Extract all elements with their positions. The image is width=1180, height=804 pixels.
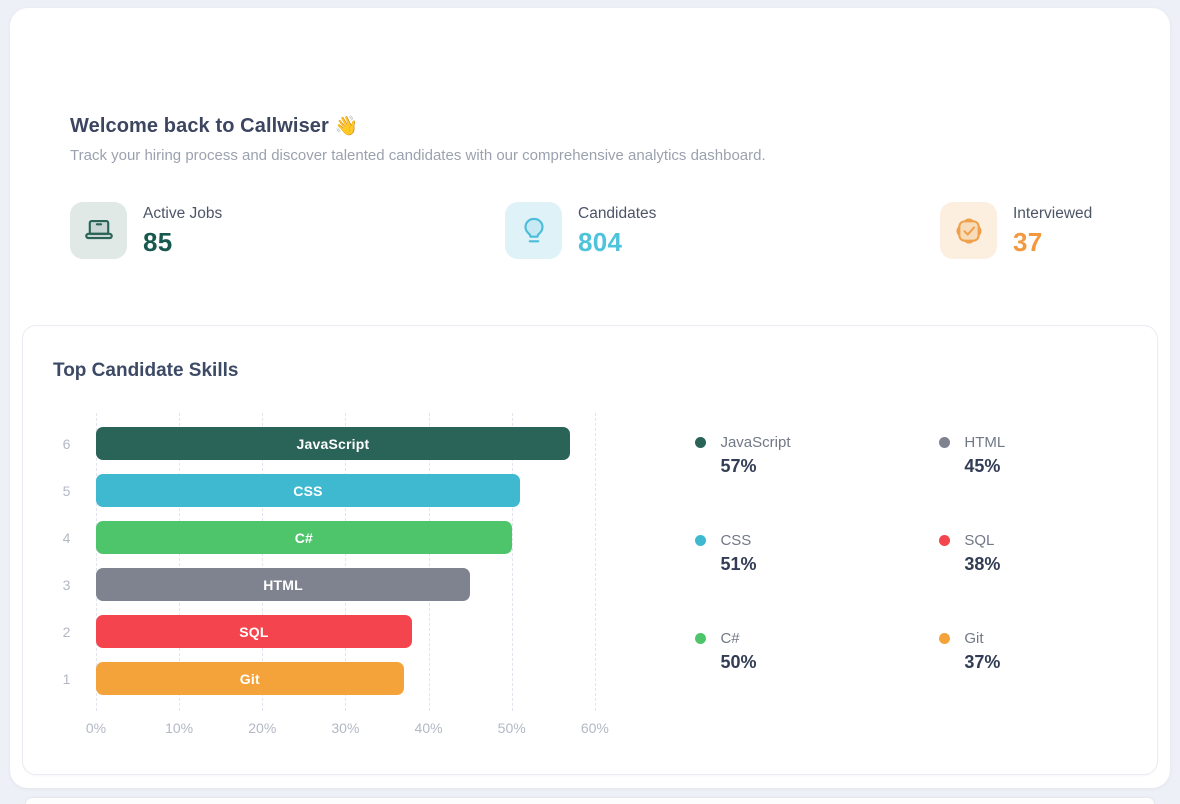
bar-row: 3 HTML [53, 561, 611, 608]
bar-track: CSS [96, 474, 611, 507]
y-axis-tick: 6 [62, 435, 71, 452]
bar-track: Git [96, 662, 611, 695]
legend-dot [695, 633, 707, 644]
legend-item-git[interactable]: Git 37% [939, 630, 1127, 673]
x-axis-tick: 10% [165, 720, 194, 736]
wave-emoji: 👋 [334, 116, 359, 137]
chart-title: Top Candidate Skills [53, 360, 239, 381]
stat-value: 85 [143, 227, 173, 257]
legend-value: 51% [720, 554, 757, 574]
bar-sql[interactable]: SQL [96, 615, 412, 648]
laptop-icon [70, 202, 127, 259]
legend-dot [939, 535, 951, 546]
legend-value: 57% [720, 456, 757, 476]
bar-chart: 6 JavaScript 5 CSS 4 C# 3 HTML 2 SQL 1 Git 0% 10% 20%… [53, 413, 1127, 738]
x-axis-tick: 20% [248, 720, 277, 736]
legend-name: C# [720, 630, 740, 647]
legend-value: 50% [720, 652, 757, 672]
gridline [96, 413, 97, 711]
y-axis-tick: 5 [62, 482, 71, 499]
legend-name: JavaScript [720, 434, 791, 451]
main-panel: Welcome back to Callwiser 👋 Track your h… [10, 8, 1170, 788]
bar-track: HTML [96, 568, 611, 601]
legend-dot [695, 535, 707, 546]
bar-javascript[interactable]: JavaScript [96, 427, 570, 460]
bar-row: 1 Git [53, 655, 611, 702]
x-axis-tick: 0% [85, 720, 107, 736]
legend-item-c#[interactable]: C# 50% [695, 630, 939, 673]
bar-label: Git [239, 670, 260, 687]
x-axis-tick: 50% [497, 720, 526, 736]
stat-label: Interviewed [1013, 205, 1093, 222]
gridline [511, 413, 513, 711]
bar-row: 5 CSS [53, 467, 611, 514]
stat-card-active-jobs[interactable]: Active Jobs 85 [70, 202, 240, 259]
legend-dot [939, 437, 951, 448]
bar-label: CSS [293, 482, 323, 499]
legend-item-css[interactable]: CSS 51% [695, 532, 939, 575]
legend-dot [695, 437, 707, 448]
bar-track: SQL [96, 615, 611, 648]
chart-legend: JavaScript 57% HTML 45% CSS 51% SQL 38% C# 50% Git… [611, 420, 1127, 738]
bar-html[interactable]: HTML [96, 568, 471, 601]
legend-name: CSS [720, 532, 752, 549]
stat-label: Candidates [578, 205, 657, 222]
legend-item-sql[interactable]: SQL 38% [939, 532, 1127, 575]
y-axis-tick: 2 [62, 623, 71, 640]
bar-row: 2 SQL [53, 608, 611, 655]
bar-track: JavaScript [96, 427, 611, 460]
y-axis-tick: 4 [62, 529, 71, 546]
y-axis-tick: 1 [62, 670, 71, 687]
top-candidate-skills-card: Top Candidate Skills 6 JavaScript 5 CSS 4 C# 3… [22, 325, 1158, 775]
legend-name: SQL [964, 532, 995, 549]
bar-label: SQL [239, 623, 269, 640]
bar-c#[interactable]: C# [96, 521, 512, 554]
stats-row: Active Jobs 85 Candidates 804 [70, 202, 1110, 259]
bar-track: C# [96, 521, 611, 554]
stat-value: 37 [1013, 227, 1043, 257]
next-card-peek [26, 798, 1154, 804]
stat-card-candidates[interactable]: Candidates 804 [505, 202, 675, 259]
legend-name: Git [964, 630, 984, 647]
gridline [428, 413, 430, 711]
badge-check-icon [940, 202, 997, 259]
chart-x-axis: 0% 10% 20% 30% 40% 50% 60% [86, 720, 611, 738]
legend-item-html[interactable]: HTML 45% [939, 434, 1127, 477]
legend-dot [939, 633, 951, 644]
gridline [262, 413, 264, 711]
y-axis-tick: 3 [62, 576, 71, 593]
page-title-text: Welcome back to Callwiser [70, 115, 329, 137]
chart-plot-area: 6 JavaScript 5 CSS 4 C# 3 HTML 2 SQL 1 Git 0% 10% 20%… [53, 413, 611, 738]
stat-value: 804 [578, 227, 623, 257]
x-axis-tick: 30% [331, 720, 360, 736]
x-axis-tick: 60% [580, 720, 609, 736]
gridline [594, 413, 596, 711]
lightbulb-icon [505, 202, 562, 259]
legend-value: 45% [964, 456, 1001, 476]
legend-name: HTML [964, 434, 1006, 451]
bar-row: 4 C# [53, 514, 611, 561]
bar-row: 6 JavaScript [53, 420, 611, 467]
stat-label: Active Jobs [143, 205, 223, 222]
x-axis-tick: 40% [414, 720, 443, 736]
page-title: Welcome back to Callwiser 👋 [70, 114, 1110, 138]
bar-label: HTML [263, 576, 303, 593]
chart-gridlines [96, 413, 611, 711]
welcome-section: Welcome back to Callwiser 👋 Track your h… [10, 8, 1170, 164]
page-subtitle: Track your hiring process and discover t… [70, 147, 766, 164]
gridline [179, 413, 181, 711]
bar-css[interactable]: CSS [96, 474, 520, 507]
legend-value: 38% [964, 554, 1001, 574]
legend-value: 37% [964, 652, 1001, 672]
bar-label: C# [294, 529, 313, 546]
bar-git[interactable]: Git [96, 662, 404, 695]
legend-item-javascript[interactable]: JavaScript 57% [695, 434, 939, 477]
gridline [345, 413, 347, 711]
bar-rows: 6 JavaScript 5 CSS 4 C# 3 HTML 2 SQL 1 Git [53, 420, 611, 702]
bar-label: JavaScript [296, 435, 370, 452]
stat-card-interviewed[interactable]: Interviewed 37 [940, 202, 1110, 259]
